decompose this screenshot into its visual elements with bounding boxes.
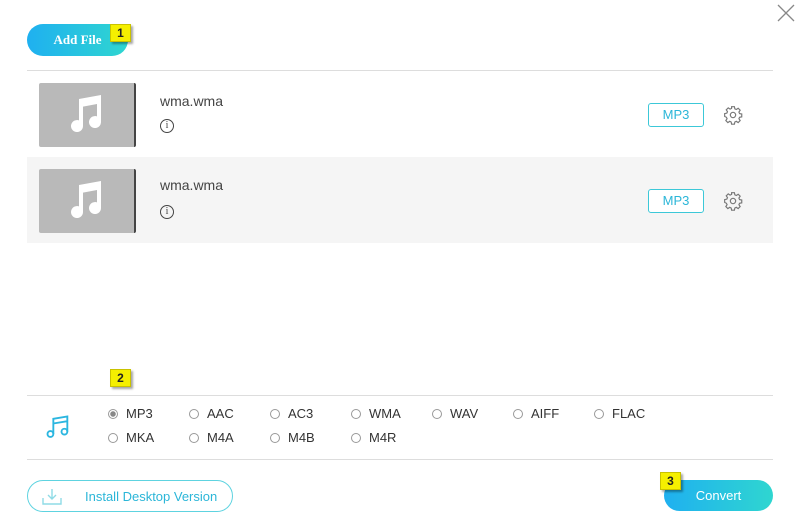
radio-label: WAV <box>450 406 479 421</box>
file-name: wma.wma <box>160 93 224 109</box>
music-note-icon <box>71 95 102 133</box>
file-row[interactable]: wma.wma i MP3 <box>27 74 773 160</box>
radio-label: FLAC <box>612 406 646 421</box>
file-thumbnail <box>39 83 136 147</box>
radio-circle[interactable] <box>189 408 199 419</box>
file-row[interactable]: wma.wma i MP3 <box>27 157 773 243</box>
format-radio-mp3[interactable]: MP3 <box>108 406 153 421</box>
format-radio-ac3[interactable]: AC3 <box>270 406 313 421</box>
radio-circle[interactable] <box>270 408 280 419</box>
convert-button[interactable]: Convert <box>664 480 773 511</box>
step-badge-2: 2 <box>110 369 131 387</box>
radio-circle[interactable] <box>270 432 280 443</box>
radio-circle[interactable] <box>351 408 361 419</box>
format-radio-wav[interactable]: WAV <box>432 406 478 421</box>
radio-circle[interactable] <box>432 408 442 419</box>
install-label: Install Desktop Version <box>85 489 218 504</box>
format-radio-m4r[interactable]: M4R <box>351 430 396 445</box>
download-icon <box>42 489 62 505</box>
radio-label: AIFF <box>531 406 560 421</box>
divider <box>27 70 773 71</box>
divider <box>27 459 773 460</box>
radio-circle[interactable] <box>108 432 118 443</box>
gear-icon[interactable] <box>723 105 743 125</box>
info-icon[interactable]: i <box>160 205 174 219</box>
format-radio-aac[interactable]: AAC <box>189 406 234 421</box>
format-radio-m4b[interactable]: M4B <box>270 430 315 445</box>
divider <box>27 395 773 396</box>
format-radio-wma[interactable]: WMA <box>351 406 401 421</box>
radio-circle[interactable] <box>108 408 118 419</box>
radio-label: MKA <box>126 430 155 445</box>
radio-label: MP3 <box>126 406 153 421</box>
format-radio-m4a[interactable]: M4A <box>189 430 234 445</box>
format-radio-flac[interactable]: FLAC <box>594 406 645 421</box>
format-button[interactable]: MP3 <box>648 103 704 127</box>
close-icon[interactable] <box>776 3 796 23</box>
format-radio-mka[interactable]: MKA <box>108 430 154 445</box>
format-button[interactable]: MP3 <box>648 189 704 213</box>
radio-circle[interactable] <box>594 408 604 419</box>
step-badge-1: 1 <box>110 24 131 42</box>
radio-circle[interactable] <box>189 432 199 443</box>
audio-format-icon <box>46 415 69 438</box>
format-radio-aiff[interactable]: AIFF <box>513 406 559 421</box>
info-icon[interactable]: i <box>160 119 174 133</box>
install-desktop-button[interactable]: Install Desktop Version <box>27 480 233 512</box>
gear-icon[interactable] <box>723 191 743 211</box>
radio-label: AC3 <box>288 406 314 421</box>
radio-label: WMA <box>369 406 401 421</box>
music-note-icon <box>71 181 102 219</box>
file-name: wma.wma <box>160 177 224 193</box>
radio-label: M4A <box>207 430 234 445</box>
radio-label: M4R <box>369 430 397 445</box>
radio-label: M4B <box>288 430 315 445</box>
radio-label: AAC <box>207 406 234 421</box>
step-badge-3: 3 <box>660 472 681 490</box>
file-thumbnail <box>39 169 136 233</box>
radio-circle[interactable] <box>351 432 361 443</box>
radio-circle[interactable] <box>513 408 523 419</box>
